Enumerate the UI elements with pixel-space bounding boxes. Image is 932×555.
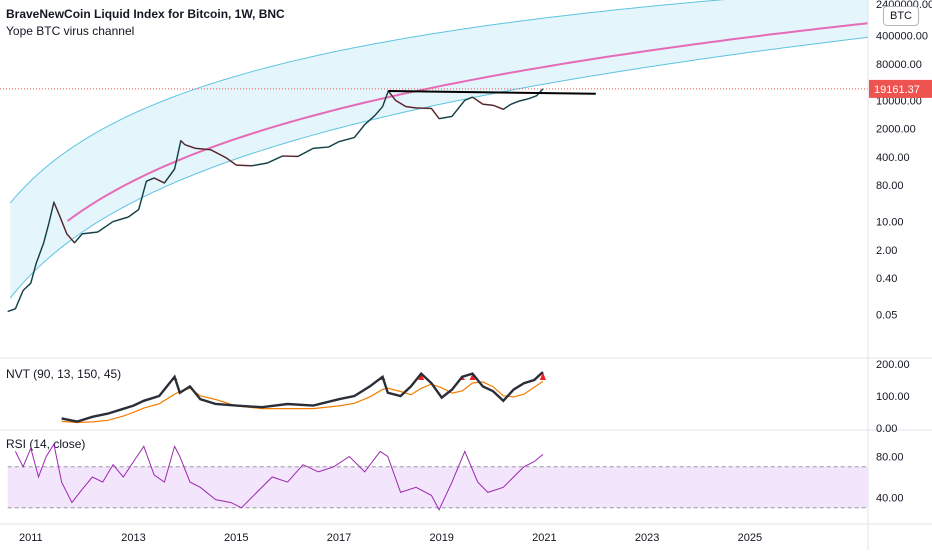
currency-badge[interactable]: BTC: [883, 6, 919, 26]
rsi-axis-label: 40.00: [876, 493, 904, 505]
price-axis[interactable]: 2400000.00400000.0080000.0010000.002000.…: [876, 0, 932, 322]
rsi-pane[interactable]: RSI (14, close) 80.00 40.00: [6, 437, 904, 510]
channel-fill: [10, 0, 868, 298]
time-axis-label: 2023: [635, 532, 659, 544]
price-axis-label: 400000.00: [876, 31, 928, 43]
current-price-tag: 19161.37: [869, 80, 932, 98]
nvt-label[interactable]: NVT (90, 13, 150, 45): [6, 367, 121, 381]
time-axis[interactable]: 2011 2013 2015 2017 2019 2021 2023 2025: [19, 532, 762, 544]
time-axis-label: 2025: [738, 532, 762, 544]
price-pane[interactable]: [0, 0, 868, 312]
nvt-pane[interactable]: NVT (90, 13, 150, 45) 200.00 100.00 0.00: [6, 359, 910, 435]
price-axis-label: 80.00: [876, 180, 904, 192]
nvt-axis-label: 0.00: [876, 423, 897, 435]
price-axis-label: 0.40: [876, 273, 897, 285]
price-axis-label: 0.05: [876, 310, 897, 322]
time-axis-label: 2013: [121, 532, 145, 544]
time-axis-label: 2019: [429, 532, 453, 544]
price-axis-label: 10.00: [876, 217, 904, 229]
nvt-axis-label: 200.00: [876, 359, 910, 371]
time-axis-label: 2017: [327, 532, 351, 544]
nvt-signal-line: [62, 381, 543, 422]
rsi-axis-label: 80.00: [876, 452, 904, 464]
rsi-axis: 80.00 40.00: [876, 452, 904, 505]
rsi-label[interactable]: RSI (14, close): [6, 437, 85, 451]
nvt-high-fill: [172, 372, 546, 380]
rsi-band: [8, 467, 868, 508]
nvt-axis-label: 100.00: [876, 391, 910, 403]
time-axis-label: 2011: [19, 532, 43, 544]
time-axis-label: 2021: [532, 532, 556, 544]
price-axis-label: 80000.00: [876, 59, 922, 71]
indicator-name[interactable]: Yope BTC virus channel: [6, 24, 134, 38]
chart-title: BraveNewCoin Liquid Index for Bitcoin, 1…: [6, 7, 285, 21]
price-axis-label: 2.00: [876, 245, 897, 257]
price-axis-label: 2000.00: [876, 124, 916, 136]
nvt-axis: 200.00 100.00 0.00: [876, 359, 910, 435]
time-axis-label: 2015: [224, 532, 248, 544]
current-price-label: 19161.37: [874, 84, 920, 96]
price-axis-label: 400.00: [876, 152, 910, 164]
